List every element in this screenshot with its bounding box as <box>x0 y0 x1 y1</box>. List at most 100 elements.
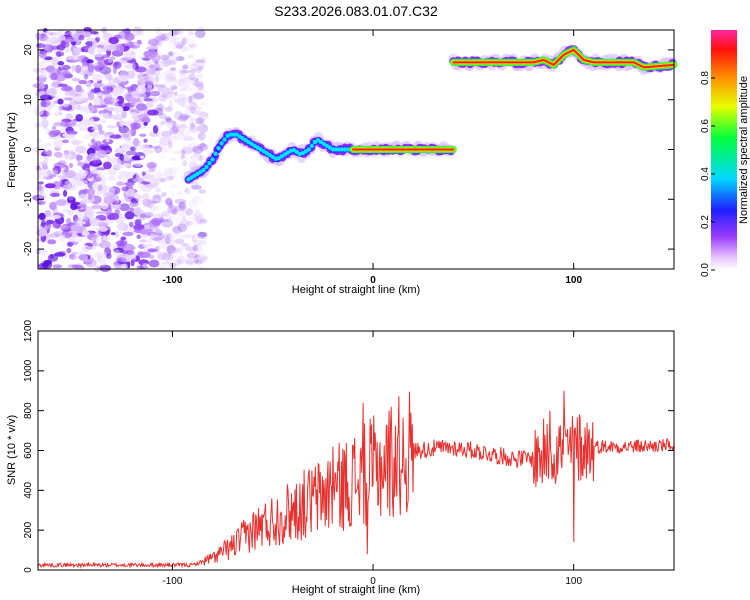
heatmap-noise-blob <box>37 168 45 175</box>
heatmap-noise-blob <box>147 238 153 244</box>
heatmap-noise-blob <box>130 122 141 130</box>
heatmap-noise-blob <box>179 113 190 121</box>
heatmap-noise-blob <box>40 119 49 128</box>
heatmap-noise-blob <box>78 88 85 94</box>
heatmap-noise-blob <box>116 121 121 128</box>
heatmap-noise-blob <box>149 232 159 240</box>
heatmap-noise-blob <box>198 111 209 121</box>
heatmap-noise-blob <box>165 216 173 223</box>
heatmap-noise-blob <box>71 251 78 256</box>
heatmap-noise-blob <box>171 120 177 128</box>
heatmap-noise-blob <box>189 106 196 114</box>
heatmap-noise-blob <box>159 121 166 126</box>
heatmap-noise-blob <box>68 195 74 201</box>
heatmap-noise-blob <box>199 219 207 224</box>
heatmap-noise-blob <box>102 236 110 241</box>
heatmap-noise-blob <box>192 81 204 87</box>
heatmap-noise-blob <box>156 26 162 36</box>
heatmap-noise-blob <box>97 58 108 68</box>
heatmap-noise-blob <box>185 61 198 69</box>
heatmap-noise-blob <box>107 58 113 63</box>
heatmap-noise-blob <box>181 84 189 89</box>
heatmap-noise-blob <box>57 83 68 87</box>
heatmap-noise-blob <box>130 259 135 267</box>
snr-y-tick-label: 1200 <box>23 319 34 342</box>
heatmap-noise-blob <box>184 189 189 193</box>
snr-y-tick-label: 0 <box>23 567 34 573</box>
heatmap-noise-blob <box>53 151 63 158</box>
heatmap-noise-blob <box>183 63 190 67</box>
heatmap-noise-blob <box>33 108 44 116</box>
heatmap-noise-blob <box>138 62 149 67</box>
heatmap-noise-blob <box>148 163 156 173</box>
heatmap-x-label: Height of straight line (km) <box>292 284 420 296</box>
heatmap-noise-blob <box>47 239 57 245</box>
heatmap-noise-blob <box>149 64 155 69</box>
heatmap-trace-core <box>207 160 212 166</box>
heatmap-noise-blob <box>66 247 72 254</box>
heatmap-noise-blob <box>110 98 120 102</box>
heatmap-noise-blob <box>176 207 185 217</box>
heatmap-noise-blob <box>157 86 169 93</box>
heatmap-trace-core <box>222 137 227 142</box>
heatmap-trace-core <box>336 147 342 152</box>
heatmap-noise-blob <box>173 247 180 253</box>
heatmap-noise-blob <box>178 79 185 87</box>
heatmap-noise-blob <box>162 70 167 77</box>
heatmap-noise-blob <box>95 177 102 182</box>
heatmap-noise-blob <box>50 192 60 197</box>
heatmap-noise-blob <box>46 109 51 117</box>
heatmap-noise-blob <box>185 260 196 268</box>
heatmap-noise-blob <box>157 106 163 113</box>
heatmap-noise-blob <box>93 53 104 58</box>
heatmap-noise-blob <box>177 259 184 265</box>
heatmap-noise-blob <box>126 250 135 255</box>
heatmap-noise-blob <box>188 102 198 111</box>
heatmap-noise-blob <box>187 99 197 104</box>
heatmap-noise-blob <box>192 239 203 245</box>
heatmap-noise-blob <box>189 159 196 166</box>
heatmap-noise-blob <box>122 153 132 162</box>
heatmap-noise-blob <box>184 114 192 118</box>
heatmap-noise-blob <box>105 73 112 81</box>
heatmap-noise-blob <box>166 233 174 242</box>
heatmap-noise-blob <box>124 181 135 186</box>
heatmap-noise-blob <box>85 120 91 128</box>
heatmap-noise-blob <box>193 73 205 79</box>
heatmap-noise-blob <box>161 130 172 138</box>
heatmap-noise-blob <box>195 216 203 225</box>
snr-x-label: Height of straight line (km) <box>292 584 420 596</box>
heatmap-noise-blob <box>163 167 172 172</box>
heatmap-noise-blob <box>190 68 196 75</box>
heatmap-noise-blob <box>161 219 173 228</box>
heatmap-trace-core <box>204 164 209 170</box>
heatmap-noise-blob <box>71 64 76 72</box>
heatmap-trace-core <box>330 147 336 152</box>
heatmap-noise-blob <box>121 145 131 151</box>
heatmap-noise-blob <box>146 49 157 59</box>
heatmap-noise-blob <box>156 103 164 112</box>
heatmap-noise-blob <box>116 95 125 105</box>
heatmap-noise-blob <box>173 123 185 131</box>
heatmap-noise-blob <box>168 69 178 75</box>
heatmap-noise-blob <box>166 59 176 65</box>
heatmap-noise-blob <box>153 73 164 81</box>
heatmap-noise-blob <box>78 34 85 41</box>
heatmap-noise-blob <box>177 227 182 234</box>
heatmap-noise-blob <box>178 74 188 82</box>
heatmap-noise-blob <box>100 104 106 108</box>
heatmap-noise-blob <box>195 29 206 39</box>
heatmap-noise-blob <box>193 243 203 252</box>
heatmap-noise-blob <box>172 78 183 82</box>
heatmap-noise-blob <box>168 99 173 109</box>
heatmap-noise-blob <box>172 37 180 42</box>
heatmap-noise-blob <box>192 195 199 204</box>
heatmap-noise-blob <box>183 136 194 142</box>
heatmap-noise-blob <box>129 96 137 106</box>
heatmap-noise-blob <box>201 122 207 129</box>
heatmap-noise-blob <box>170 34 177 43</box>
heatmap-noise-blob <box>161 81 167 87</box>
heatmap-noise-blob <box>169 126 179 135</box>
heatmap-noise-blob <box>174 110 183 120</box>
